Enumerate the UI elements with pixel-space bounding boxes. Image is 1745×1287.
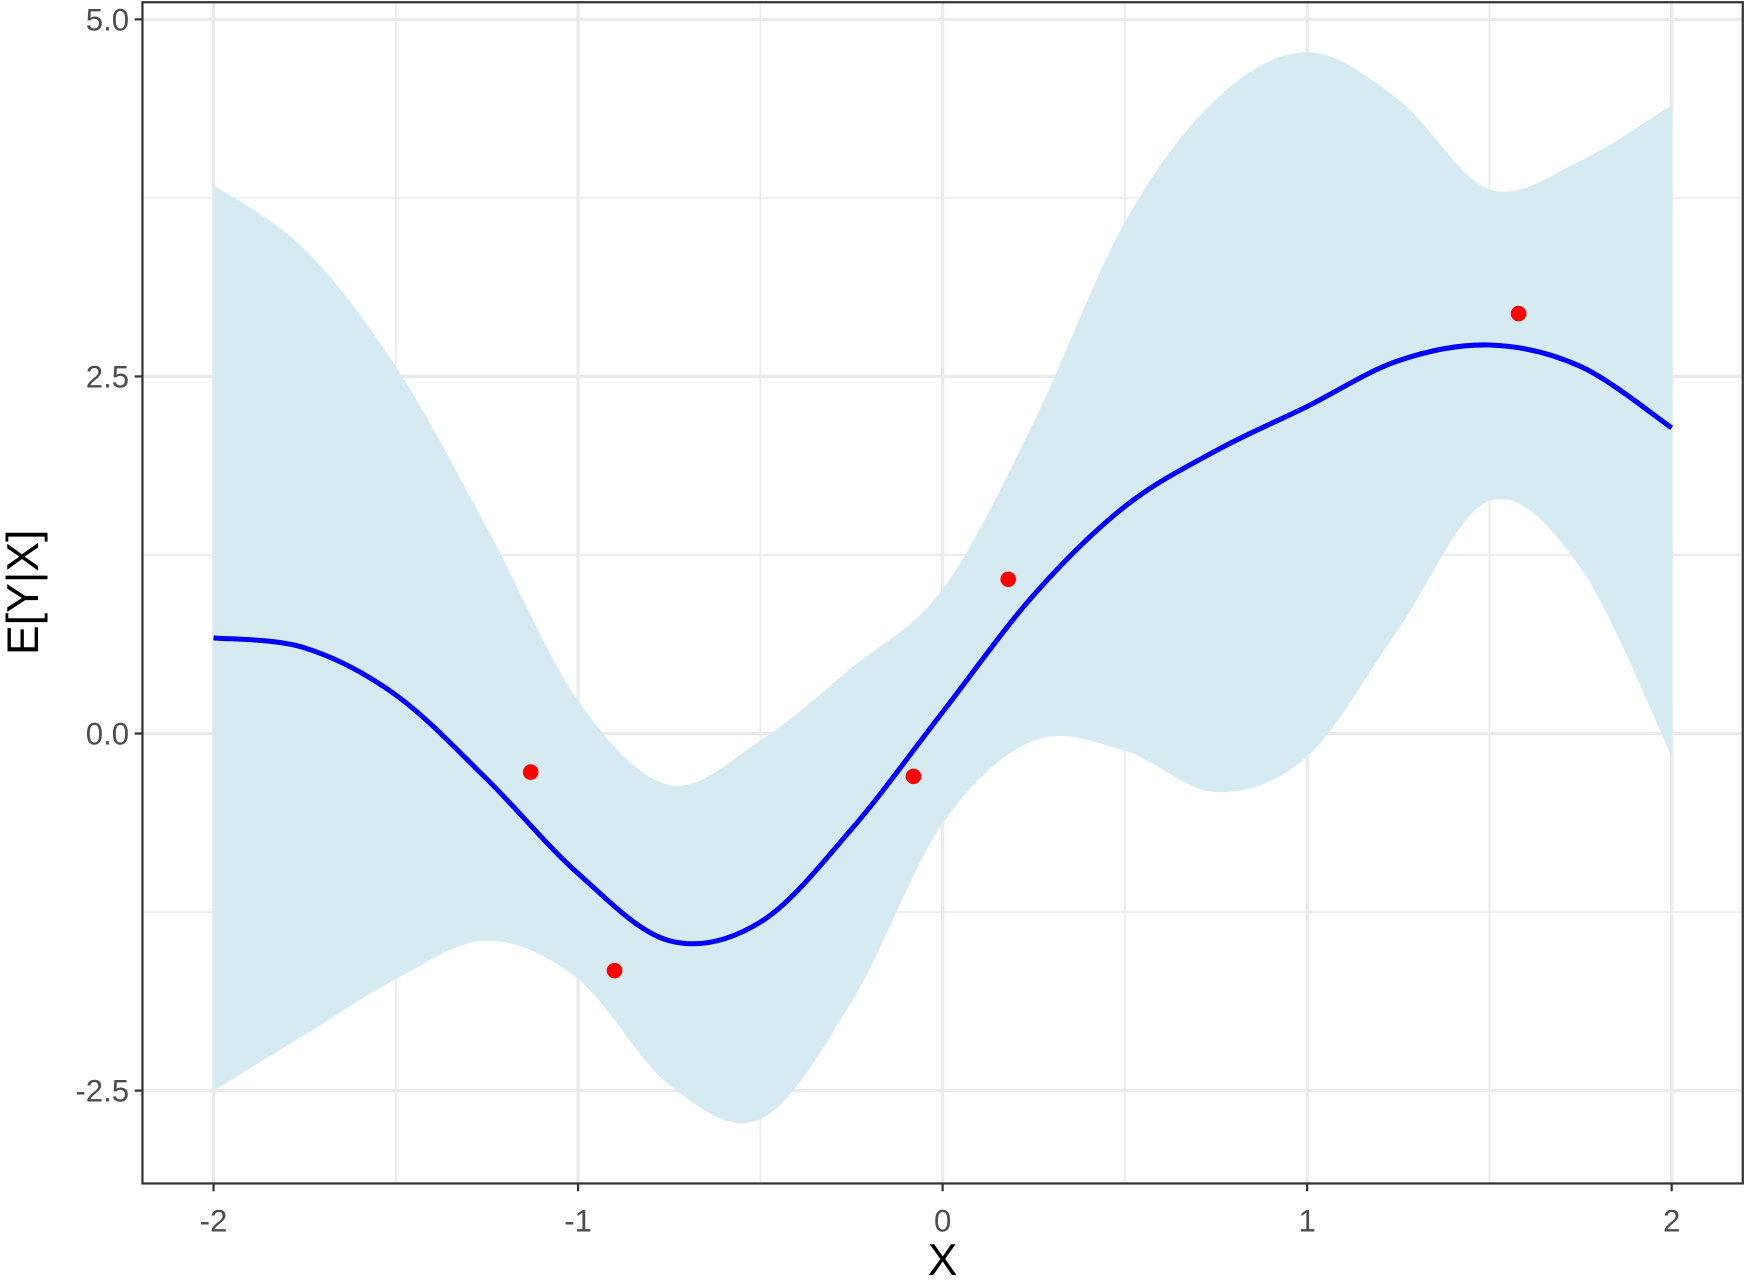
data-point xyxy=(905,768,922,785)
y-tick-label: 2.5 xyxy=(86,360,129,395)
y-tick-label: 5.0 xyxy=(86,2,129,37)
data-point xyxy=(1000,571,1017,588)
y-axis-title: E[Y|X] xyxy=(0,530,48,655)
y-tick-label: 0.0 xyxy=(86,717,129,752)
data-point xyxy=(606,962,623,979)
data-point xyxy=(1510,305,1527,322)
x-axis-title: X xyxy=(928,1236,958,1285)
y-tick-label: -2.5 xyxy=(75,1074,129,1109)
data-point xyxy=(522,764,539,780)
x-tick-label: -2 xyxy=(200,1203,228,1238)
x-tick-label: 0 xyxy=(934,1203,951,1238)
x-tick-label: 2 xyxy=(1663,1203,1680,1238)
x-tick-label: 1 xyxy=(1298,1203,1315,1238)
confidence-band xyxy=(213,52,1672,1124)
mean-line xyxy=(213,342,1674,947)
x-tick-label: -1 xyxy=(564,1203,592,1238)
